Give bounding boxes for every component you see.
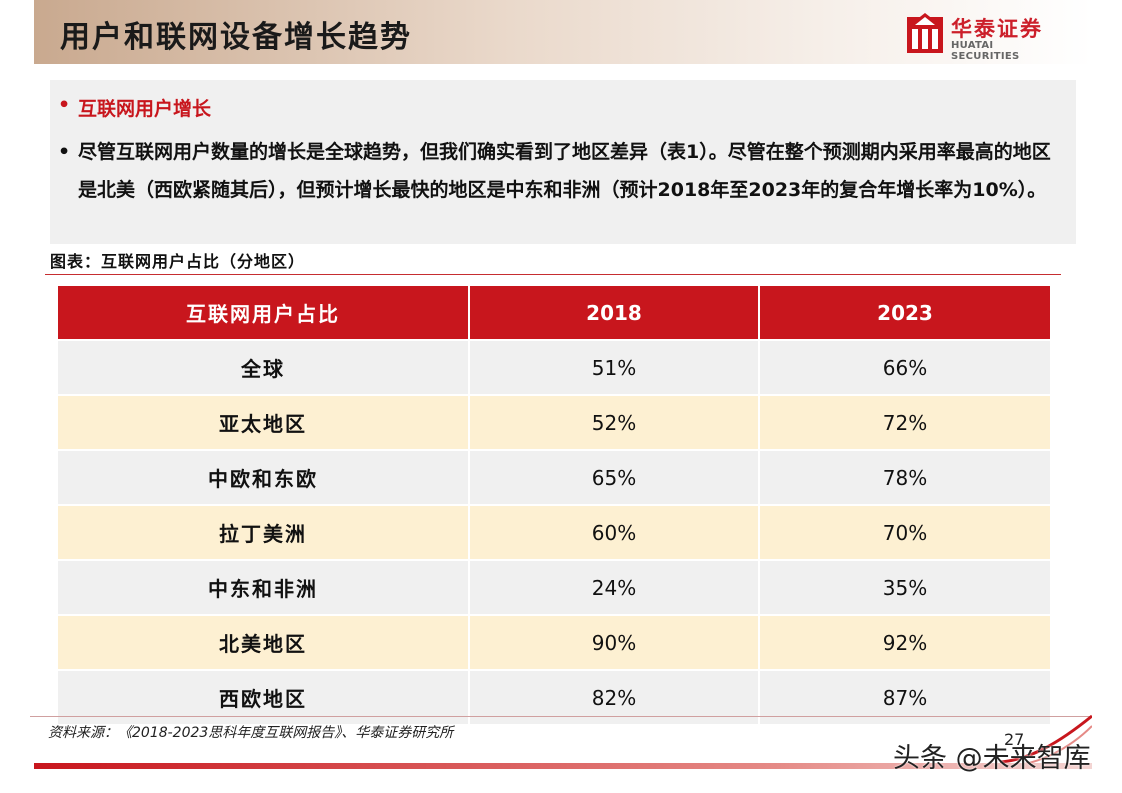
region-cell: 亚太地区 bbox=[58, 394, 470, 450]
huatai-logo-icon bbox=[907, 13, 943, 53]
region-cell: 拉丁美洲 bbox=[58, 504, 470, 560]
value-2023-cell: 78% bbox=[759, 449, 1050, 505]
bullet-body: • 尽管互联网用户数量的增长是全球趋势，但我们确实看到了地区差异（表1）。尽管在… bbox=[58, 133, 1062, 209]
region-cell: 中欧和东欧 bbox=[58, 449, 470, 505]
source-note: 资料来源：《2018-2023思科年度互联网报告》、华泰证券研究所 bbox=[48, 725, 454, 741]
page-number: 27 bbox=[1004, 730, 1025, 749]
region-cell: 北美地区 bbox=[58, 614, 470, 670]
bullet-body-text: 尽管互联网用户数量的增长是全球趋势，但我们确实看到了地区差异（表1）。尽管在整个… bbox=[78, 141, 1051, 201]
region-cell: 全球 bbox=[58, 339, 470, 395]
value-2018-cell: 90% bbox=[469, 614, 760, 670]
value-2018-cell: 52% bbox=[469, 394, 760, 450]
brand-logo: 华泰证券 HUATAI SECURITIES bbox=[905, 13, 1065, 62]
value-2023-cell: 72% bbox=[759, 394, 1050, 450]
logo-text-cn: 华泰证券 bbox=[951, 17, 1043, 41]
value-2018-cell: 51% bbox=[469, 339, 760, 395]
column-header-region: 互联网用户占比 bbox=[58, 286, 470, 340]
bullet-heading: • 互联网用户增长 bbox=[58, 94, 211, 121]
value-2023-cell: 70% bbox=[759, 504, 1050, 560]
table-row: 西欧地区 82% 87% bbox=[58, 669, 1050, 724]
value-2023-cell: 66% bbox=[759, 339, 1050, 395]
bullet-heading-text: 互联网用户增长 bbox=[78, 98, 212, 120]
table-row: 北美地区 90% 92% bbox=[58, 614, 1050, 670]
watermark: 头条 @未来智库 bbox=[893, 743, 1091, 774]
figure-caption: 图表：互联网用户占比（分地区） bbox=[50, 252, 306, 271]
table-row: 拉丁美洲 60% 70% bbox=[58, 504, 1050, 560]
logo-text-en: HUATAI SECURITIES bbox=[951, 40, 1020, 62]
footer-divider bbox=[30, 716, 1092, 717]
summary-box: • 互联网用户增长 • 尽管互联网用户数量的增长是全球趋势，但我们确实看到了地区… bbox=[50, 80, 1076, 244]
table-row: 中东和非洲 24% 35% bbox=[58, 559, 1050, 615]
value-2018-cell: 24% bbox=[469, 559, 760, 615]
table-header-row: 互联网用户占比 2018 2023 bbox=[58, 286, 1050, 340]
column-header-2023: 2023 bbox=[759, 286, 1050, 340]
column-header-2018: 2018 bbox=[469, 286, 760, 340]
value-2018-cell: 65% bbox=[469, 449, 760, 505]
value-2023-cell: 35% bbox=[759, 559, 1050, 615]
value-2018-cell: 60% bbox=[469, 504, 760, 560]
region-cell: 西欧地区 bbox=[58, 669, 470, 724]
value-2023-cell: 92% bbox=[759, 614, 1050, 670]
internet-users-table: 互联网用户占比 2018 2023 全球 51% 66% 亚太地区 52% 72… bbox=[58, 286, 1050, 724]
table-row: 中欧和东欧 65% 78% bbox=[58, 449, 1050, 505]
bullet-dot-icon: • bbox=[58, 94, 71, 116]
value-2018-cell: 82% bbox=[469, 669, 760, 724]
bottom-band bbox=[34, 763, 1092, 769]
bullet-dot-icon: • bbox=[58, 141, 71, 163]
value-2023-cell: 87% bbox=[759, 669, 1050, 724]
table-row: 亚太地区 52% 72% bbox=[58, 394, 1050, 450]
region-cell: 中东和非洲 bbox=[58, 559, 470, 615]
table-row: 全球 51% 66% bbox=[58, 339, 1050, 395]
caption-divider bbox=[45, 274, 1061, 275]
page-title: 用户和联网设备增长趋势 bbox=[60, 20, 412, 55]
